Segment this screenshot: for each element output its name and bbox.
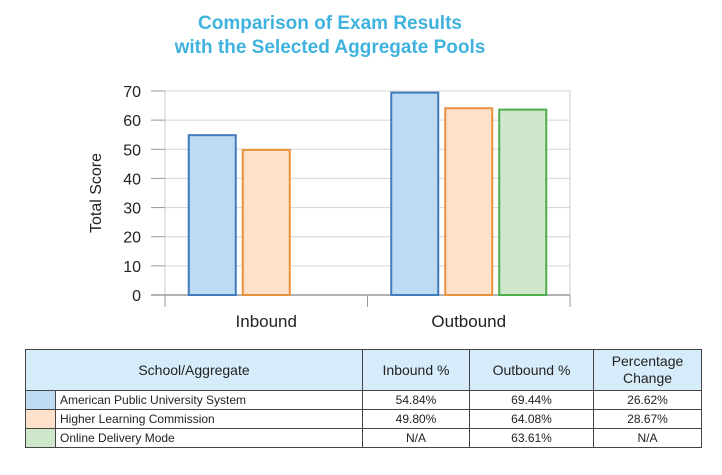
bar-chart: 0 10 20 30 40 50 60 70 Total Score Inbound Outboun… [88,84,571,331]
chart-title: Comparison of Exam Results with the Sele… [0,12,660,60]
header-inbound: Inbound % [362,349,470,391]
row-change: 26.62% [593,390,702,410]
y-tick-label: 20 [123,230,141,247]
y-tick-label: 30 [123,201,141,218]
header-school: School/Aggregate [25,349,363,391]
row-change: N/A [593,428,702,448]
bar [390,91,440,296]
results-table: School/Aggregate Inbound % Outbound % Pe… [25,349,702,448]
legend-swatch [25,428,56,448]
row-inbound: 54.84% [362,390,470,410]
y-tick-label: 60 [123,113,141,130]
row-change: 28.67% [593,409,702,429]
row-outbound: 69.44% [469,390,594,410]
chart-title-line-1: Comparison of Exam Results [198,13,462,34]
y-tick-label: 70 [123,84,141,101]
row-name: American Public University System [55,390,363,410]
bar [187,134,237,296]
y-tick-label: 10 [123,259,141,276]
table-row: Online Delivery Mode N/A 63.61% N/A [25,428,702,448]
row-inbound: 49.80% [362,409,470,429]
y-axis-label: Total Score [88,153,105,233]
bar [444,107,494,296]
x-category-label: Outbound [431,312,506,331]
y-tick-label: 50 [123,142,141,159]
table-row: American Public University System 54.84%… [25,390,702,410]
row-outbound: 63.61% [469,428,594,448]
row-inbound: N/A [362,428,470,448]
chart-title-line-2: with the Selected Aggregate Pools [174,37,486,58]
header-outbound: Outbound % [469,349,594,391]
header-change: Percentage Change [593,349,702,391]
bar [498,108,548,296]
bar [241,148,291,296]
table-header-row: School/Aggregate Inbound % Outbound % Pe… [25,349,702,391]
table-row: Higher Learning Commission 49.80% 64.08%… [25,409,702,429]
legend-swatch [25,409,56,429]
y-tick-label: 40 [123,171,141,188]
y-tick-label: 0 [132,288,141,305]
legend-swatch [25,390,56,410]
row-outbound: 64.08% [469,409,594,429]
row-name: Online Delivery Mode [55,428,363,448]
x-category-label: Inbound [236,312,297,331]
row-name: Higher Learning Commission [55,409,363,429]
